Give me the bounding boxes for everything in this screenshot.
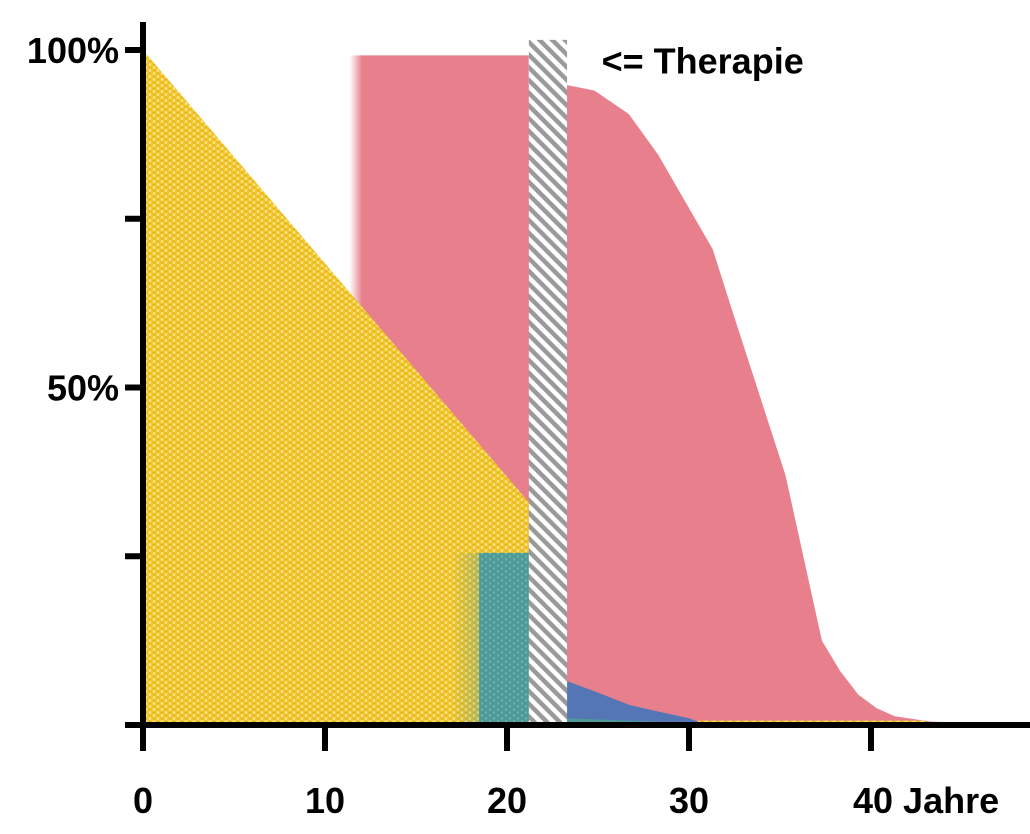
labels: 50% 100% 0 10 20 30 40 Jahre <= Therapie [27, 30, 999, 821]
teal-block-solid [479, 552, 529, 725]
blue-area [567, 681, 704, 725]
yellow-area [143, 50, 529, 725]
x-tick-label: 40 Jahre [853, 780, 999, 821]
axes [125, 22, 1030, 751]
areas [143, 39, 990, 725]
x-tick-label: 30 [669, 780, 709, 821]
y-tick-label: 100% [27, 30, 119, 71]
therapy-annotation: <= Therapie [602, 40, 804, 81]
y-tick-label: 50% [47, 368, 119, 409]
x-tick-label: 0 [133, 780, 153, 821]
therapy-bar [528, 39, 568, 725]
x-tick-label: 10 [305, 780, 345, 821]
x-tick-label: 20 [487, 780, 527, 821]
